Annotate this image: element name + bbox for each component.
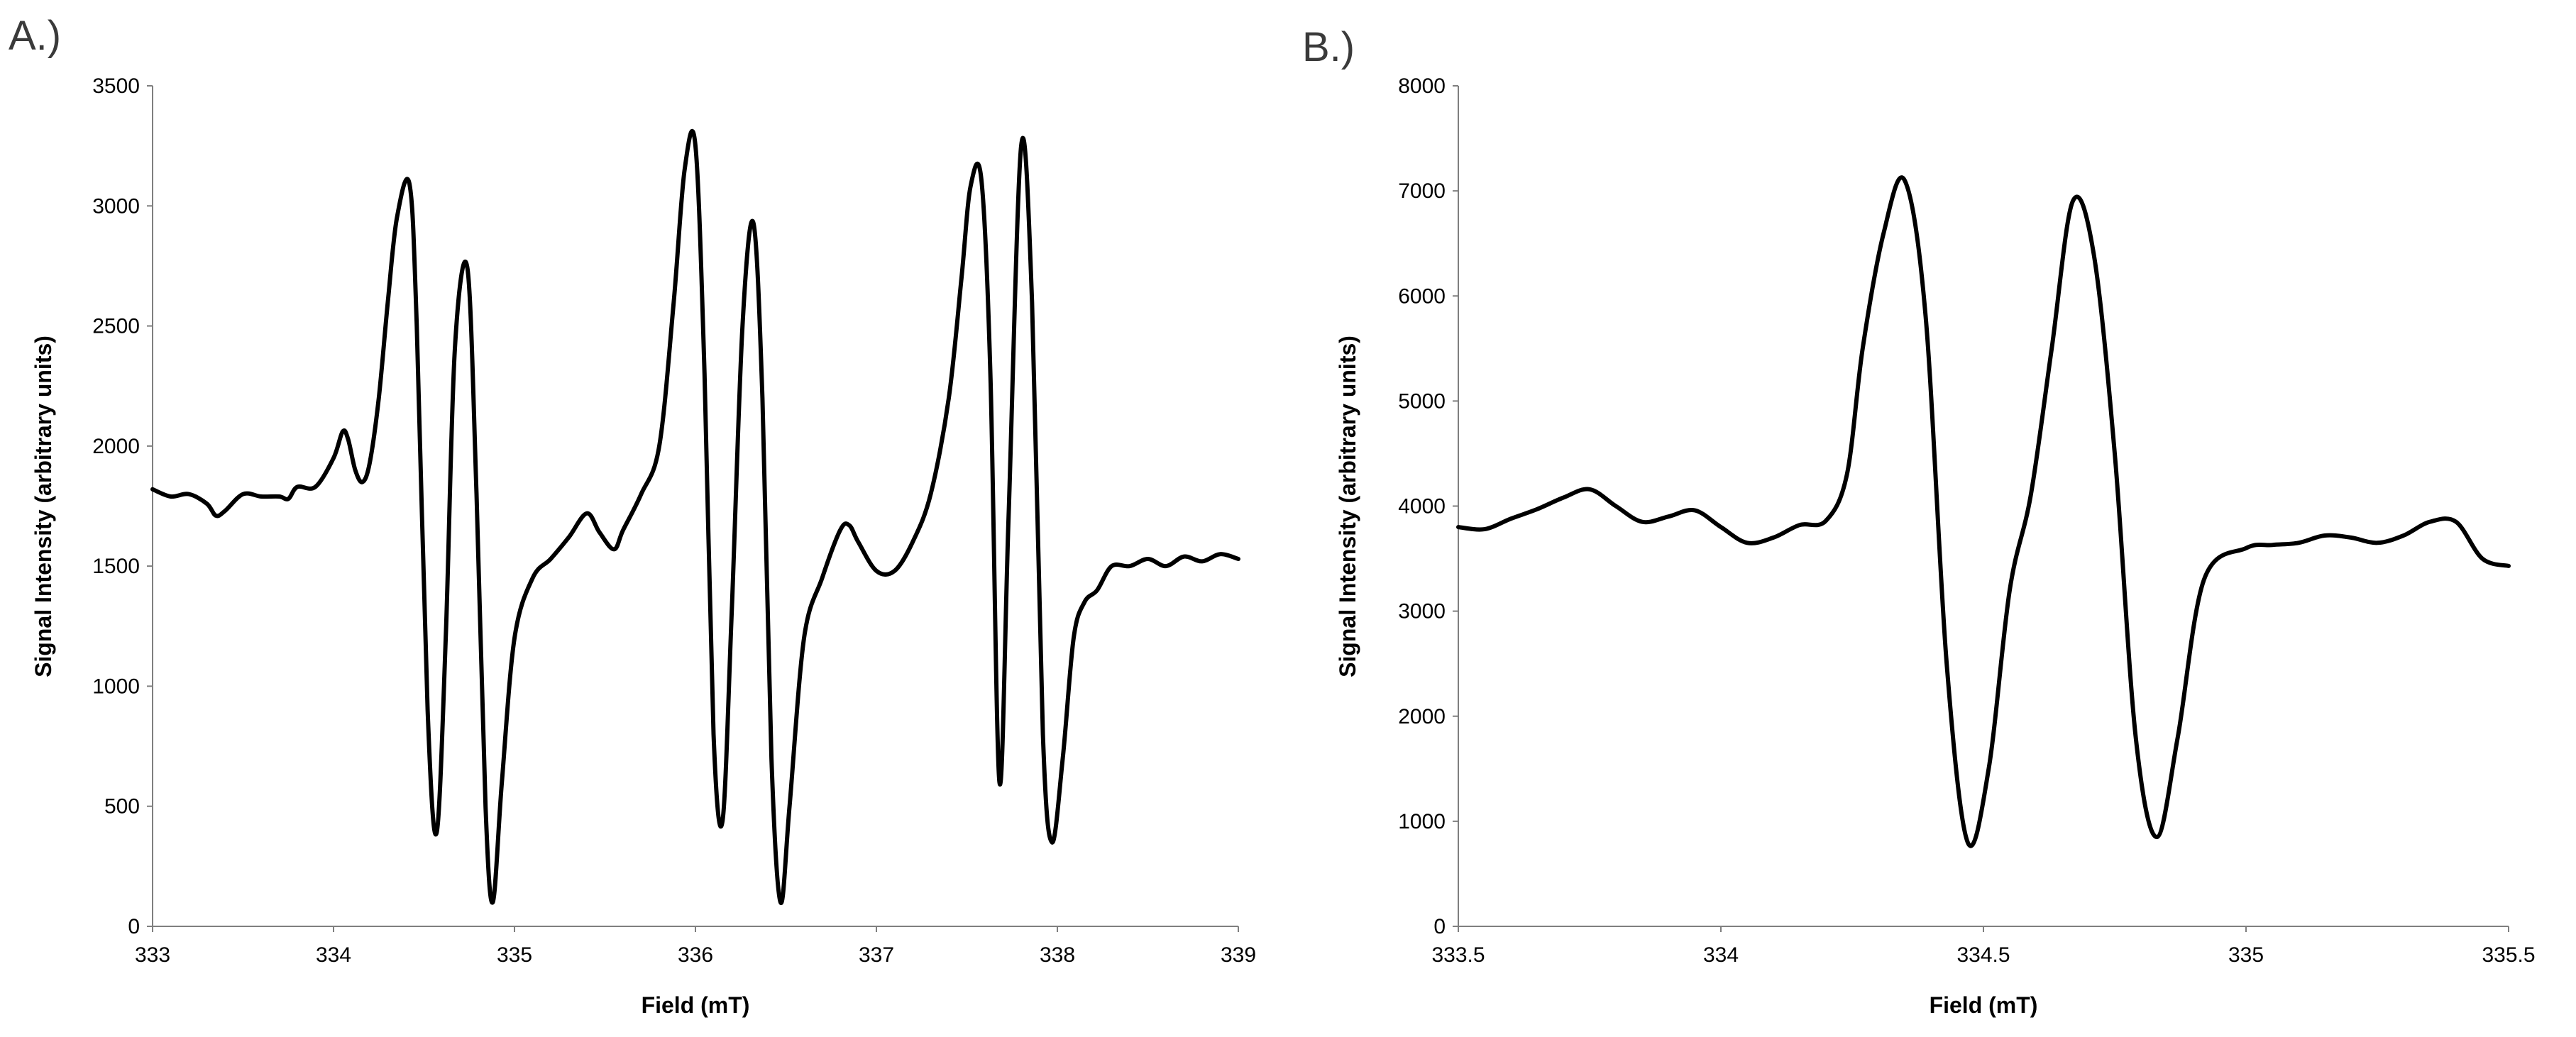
panel-b-y-tick-label: 1000 <box>1398 810 1446 833</box>
panel-a-y-tick-label: 2000 <box>92 435 140 458</box>
panel-a-y-tick-label: 2500 <box>92 315 140 338</box>
panel-a-x-tick-label: 335 <box>497 943 532 967</box>
panel-b-y-tick-label: 0 <box>1433 915 1446 938</box>
panel-a-y-tick-label: 500 <box>104 795 140 819</box>
panel-a-y-axis-title: Signal Intensity (arbitrary units) <box>31 336 56 677</box>
panel-b-y-tick-label: 2000 <box>1398 705 1446 728</box>
panel-a-y-tick-label: 1500 <box>92 555 140 578</box>
panel-a-y-tick-label: 0 <box>128 915 140 938</box>
panel-a-x-axis-title: Field (mT) <box>642 992 750 1018</box>
panel-b-x-ticks: 333.5 334 334.5 335 335.5 <box>1431 926 2536 967</box>
panel-a-y-ticks: 0 500 1000 1500 2000 2500 3000 3500 <box>92 74 153 938</box>
panel-b-y-tick-label: 5000 <box>1398 389 1446 413</box>
panel-a-x-tick-label: 333 <box>135 943 170 967</box>
panel-b-letter: B.) <box>1302 24 1355 70</box>
panel-b-y-tick-label: 3000 <box>1398 600 1446 623</box>
chart-panel-b: B.) 0 1000 2000 3000 4000 5000 6000 7000 8000 33… <box>1302 24 2536 1018</box>
panel-a-x-ticks: 333 334 335 336 337 338 339 <box>135 926 1256 967</box>
panel-b-x-tick-label: 334 <box>1703 943 1739 967</box>
panel-b-x-tick-label: 334.5 <box>1956 943 2010 967</box>
panel-b-x-tick-label: 335 <box>2228 943 2264 967</box>
panel-a-y-tick-label: 1000 <box>92 675 140 698</box>
panel-a-x-tick-label: 336 <box>678 943 713 967</box>
panel-a-x-tick-label: 339 <box>1221 943 1256 967</box>
panel-b-x-tick-label: 335.5 <box>2482 943 2535 967</box>
panel-a-x-tick-label: 338 <box>1040 943 1075 967</box>
panel-b-y-tick-label: 8000 <box>1398 74 1446 98</box>
panel-a-x-tick-label: 334 <box>316 943 351 967</box>
panel-b-x-axis-title: Field (mT) <box>1930 992 2038 1018</box>
panel-b-y-tick-label: 4000 <box>1398 495 1446 518</box>
panel-a-spectrum-line <box>150 128 1240 906</box>
panel-a-letter: A.) <box>9 13 61 59</box>
panel-a-y-tick-label: 3000 <box>92 194 140 218</box>
panel-b-y-axis-title: Signal Intensity (arbitrary units) <box>1335 336 1360 677</box>
panel-a-x-tick-label: 337 <box>859 943 894 967</box>
panel-b-y-ticks: 0 1000 2000 3000 4000 5000 6000 7000 8000 <box>1398 74 1458 938</box>
panel-b-y-tick-label: 7000 <box>1398 179 1446 203</box>
panel-b-y-tick-label: 6000 <box>1398 284 1446 308</box>
panel-b-spectrum-line <box>1456 175 2511 848</box>
panel-b-x-tick-label: 333.5 <box>1431 943 1485 967</box>
panel-a-y-tick-label: 3500 <box>92 74 140 98</box>
